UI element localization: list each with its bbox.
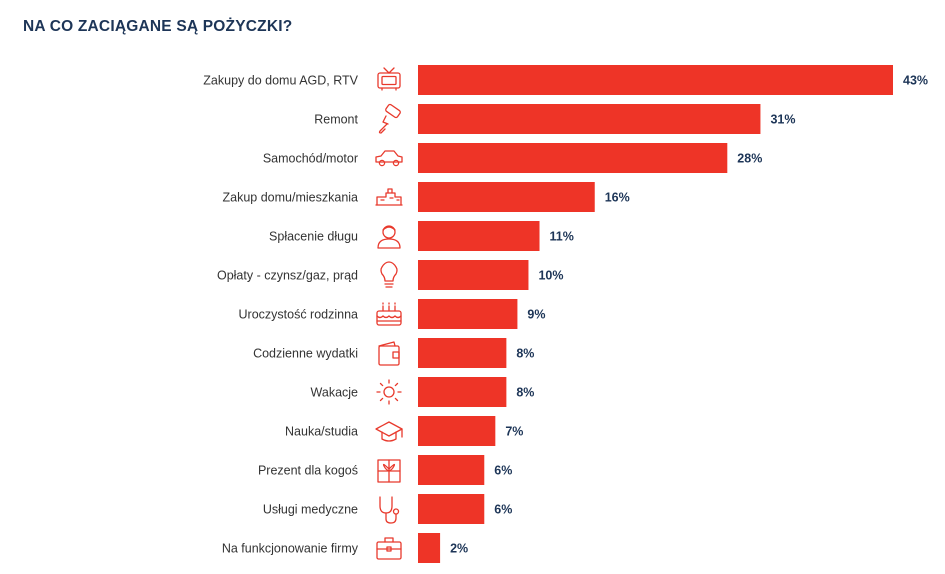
bar-9 bbox=[418, 377, 507, 407]
tv-icon bbox=[377, 67, 401, 91]
category-label: Zakup domu/mieszkania bbox=[223, 191, 359, 205]
value-label: 11% bbox=[550, 230, 574, 244]
category-label: Samochód/motor bbox=[263, 152, 358, 166]
value-label: 6% bbox=[494, 464, 512, 478]
bar-10 bbox=[418, 416, 496, 446]
paint-roller-icon bbox=[378, 103, 401, 134]
lightbulb-icon bbox=[380, 261, 398, 288]
value-label: 9% bbox=[527, 308, 545, 322]
value-label: 16% bbox=[605, 191, 630, 205]
chart-title: NA CO ZACIĄGANE SĄ POŻYCZKI? bbox=[23, 18, 293, 35]
category-label: Codzienne wydatki bbox=[253, 347, 358, 361]
graduation-cap-icon bbox=[375, 421, 403, 442]
value-label: 8% bbox=[516, 347, 534, 361]
wallet-icon bbox=[378, 341, 400, 366]
value-label: 31% bbox=[770, 113, 795, 127]
bar-5 bbox=[418, 221, 540, 251]
category-label: Prezent dla kogoś bbox=[258, 464, 358, 478]
value-label: 43% bbox=[903, 74, 928, 88]
bar-4 bbox=[418, 182, 595, 212]
category-label: Remont bbox=[314, 113, 358, 127]
value-label: 6% bbox=[494, 503, 512, 517]
value-label: 28% bbox=[737, 152, 762, 166]
house-icon bbox=[375, 188, 403, 206]
car-icon bbox=[375, 150, 403, 167]
category-label: Opłaty - czynsz/gaz, prąd bbox=[217, 269, 358, 283]
stethoscope-icon bbox=[379, 496, 400, 524]
value-label: 10% bbox=[538, 269, 563, 283]
sun-icon bbox=[376, 379, 402, 405]
value-label: 2% bbox=[450, 542, 468, 556]
bar-7 bbox=[418, 299, 518, 329]
category-label: Usługi medyczne bbox=[263, 503, 358, 517]
bar-6 bbox=[418, 260, 529, 290]
value-label: 8% bbox=[516, 386, 534, 400]
cake-icon bbox=[376, 302, 402, 326]
bar-2 bbox=[418, 104, 761, 134]
bar-11 bbox=[418, 455, 485, 485]
category-label: Nauka/studia bbox=[285, 425, 358, 439]
category-label: Wakacje bbox=[311, 386, 359, 400]
briefcase-icon bbox=[376, 537, 402, 560]
category-label: Zakupy do domu AGD, RTV bbox=[203, 74, 358, 88]
value-label: 7% bbox=[505, 425, 523, 439]
bar-1 bbox=[418, 65, 893, 95]
category-label: Na funkcjonowanie firmy bbox=[222, 542, 359, 556]
person-icon bbox=[377, 225, 401, 249]
bar-13 bbox=[418, 533, 441, 563]
bar-12 bbox=[418, 494, 485, 524]
bar-3 bbox=[418, 143, 728, 173]
category-label: Spłacenie długu bbox=[269, 230, 358, 244]
bar-8 bbox=[418, 338, 507, 368]
gift-icon bbox=[377, 459, 401, 483]
category-label: Uroczystość rodzinna bbox=[239, 308, 359, 322]
